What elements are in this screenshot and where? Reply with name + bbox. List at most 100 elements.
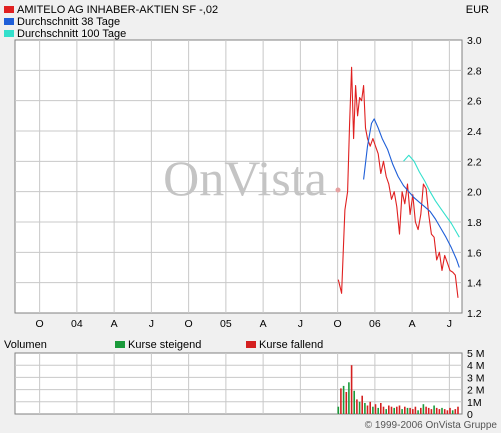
volume-bar [361,395,363,414]
volume-y-tick-label: 2 M [467,385,485,397]
volume-bar [388,405,390,414]
volume-bar [380,403,382,414]
volume-bar [451,410,454,414]
x-tick-label: J [447,318,452,330]
watermark-text: OnVista [163,150,327,206]
avg38-series-line [363,118,460,268]
x-tick-label: 05 [220,318,232,330]
volume-bar [417,410,419,414]
volume-y-tick-label: 1M [467,397,482,409]
legend-item-avg100: Durchschnitt 100 Tage [4,28,126,40]
volume-plot-area [14,352,463,415]
volume-bar [374,404,377,414]
volume-bar [438,409,441,414]
volume-bar [385,409,387,414]
legend-item-price: AMITELO AG INHABER-AKTIEN SF -,02 [4,4,218,16]
volume-bar [427,407,430,414]
volume-legend-down-label: Kurse fallend [259,339,324,351]
x-tick-label: O [185,318,193,330]
volume-bar [425,406,427,414]
y-tick-label: 1.8 [467,217,482,229]
volume-y-tick-label: 5 M [467,348,485,360]
volume-bar [382,406,385,414]
volume-bar [369,401,371,414]
volume-bar [422,404,425,414]
volume-bar [356,399,358,414]
volume-bar [414,406,417,414]
volume-bar [409,407,411,414]
x-tick-label: A [111,318,118,330]
volume-bar [404,406,406,414]
price-series-line [337,66,459,298]
volume-title: Volumen [4,339,47,351]
x-tick-label: 04 [71,318,83,330]
y-tick-label: 2.0 [467,187,482,199]
volume-bar [449,407,451,414]
y-tick-label: 3.0 [467,35,482,47]
volume-bar [441,407,443,414]
x-tick-label: 06 [369,318,381,330]
volume-bar [345,392,348,414]
x-tick-label: A [409,318,416,330]
volume-bar [435,407,438,414]
x-tick-label: J [149,318,154,330]
volume-bar [340,388,342,414]
volume-bar [377,407,379,414]
legend-label-avg38: Durchschnitt 38 Tage [17,16,121,28]
legend-swatch-avg38 [4,18,14,25]
volume-bar [366,405,369,414]
y-tick-label: 1.6 [467,247,482,259]
copyright-text: © 1999-2006 OnVista Gruppe [364,420,497,431]
y-tick-label: 2.4 [467,126,482,138]
currency-label: EUR [465,4,489,16]
y-tick-label: 2.2 [467,156,482,168]
legend-label-avg100: Durchschnitt 100 Tage [17,28,127,40]
volume-y-tick-label: 0 [467,409,473,421]
volume-bar [454,409,457,414]
x-tick-label: J [298,318,303,330]
volume-bar [398,405,401,414]
x-tick-label: O [36,318,44,330]
watermark-dot [335,187,341,193]
volume-y-tick-label: 3 M [467,372,485,384]
volume-bar [353,390,355,414]
volume-bar [430,409,433,414]
volume-bar [358,401,361,414]
legend-item-avg38: Durchschnitt 38 Tage [4,16,120,28]
y-tick-label: 1.2 [467,308,482,320]
volume-bar [390,406,393,414]
volume-swatch-up [115,341,125,348]
volume-bar [342,385,345,414]
volume-bar [457,406,459,414]
y-tick-label: 2.8 [467,65,482,77]
volume-bar [420,407,422,414]
volume-bar [401,409,403,414]
volume-bar [406,407,409,414]
legend-label-price: AMITELO AG INHABER-AKTIEN SF -,02 [17,4,219,16]
volume-bar [337,406,340,414]
volume-bar [350,365,353,414]
volume-bar [393,407,395,414]
series-layer [337,66,460,298]
volume-bar [396,406,398,414]
volume-bar [372,406,374,414]
volume-legend-down: Kurse fallend [246,339,323,351]
x-tick-label: O [334,318,342,330]
volume-bar [348,382,350,414]
volume-grid [15,353,462,414]
legend-swatch-price [4,6,14,13]
volume-bars [337,365,459,414]
volume-y-tick-label: 4 M [467,360,485,372]
x-tick-label: A [260,318,267,330]
avg100-series-line [403,154,460,238]
volume-bar [364,403,366,414]
volume-bar [433,405,435,414]
volume-legend-up-label: Kurse steigend [128,339,202,351]
volume-bar [446,410,449,414]
volume-legend-up: Kurse steigend [115,339,201,351]
y-tick-label: 1.4 [467,278,482,290]
volume-bar [443,409,446,414]
